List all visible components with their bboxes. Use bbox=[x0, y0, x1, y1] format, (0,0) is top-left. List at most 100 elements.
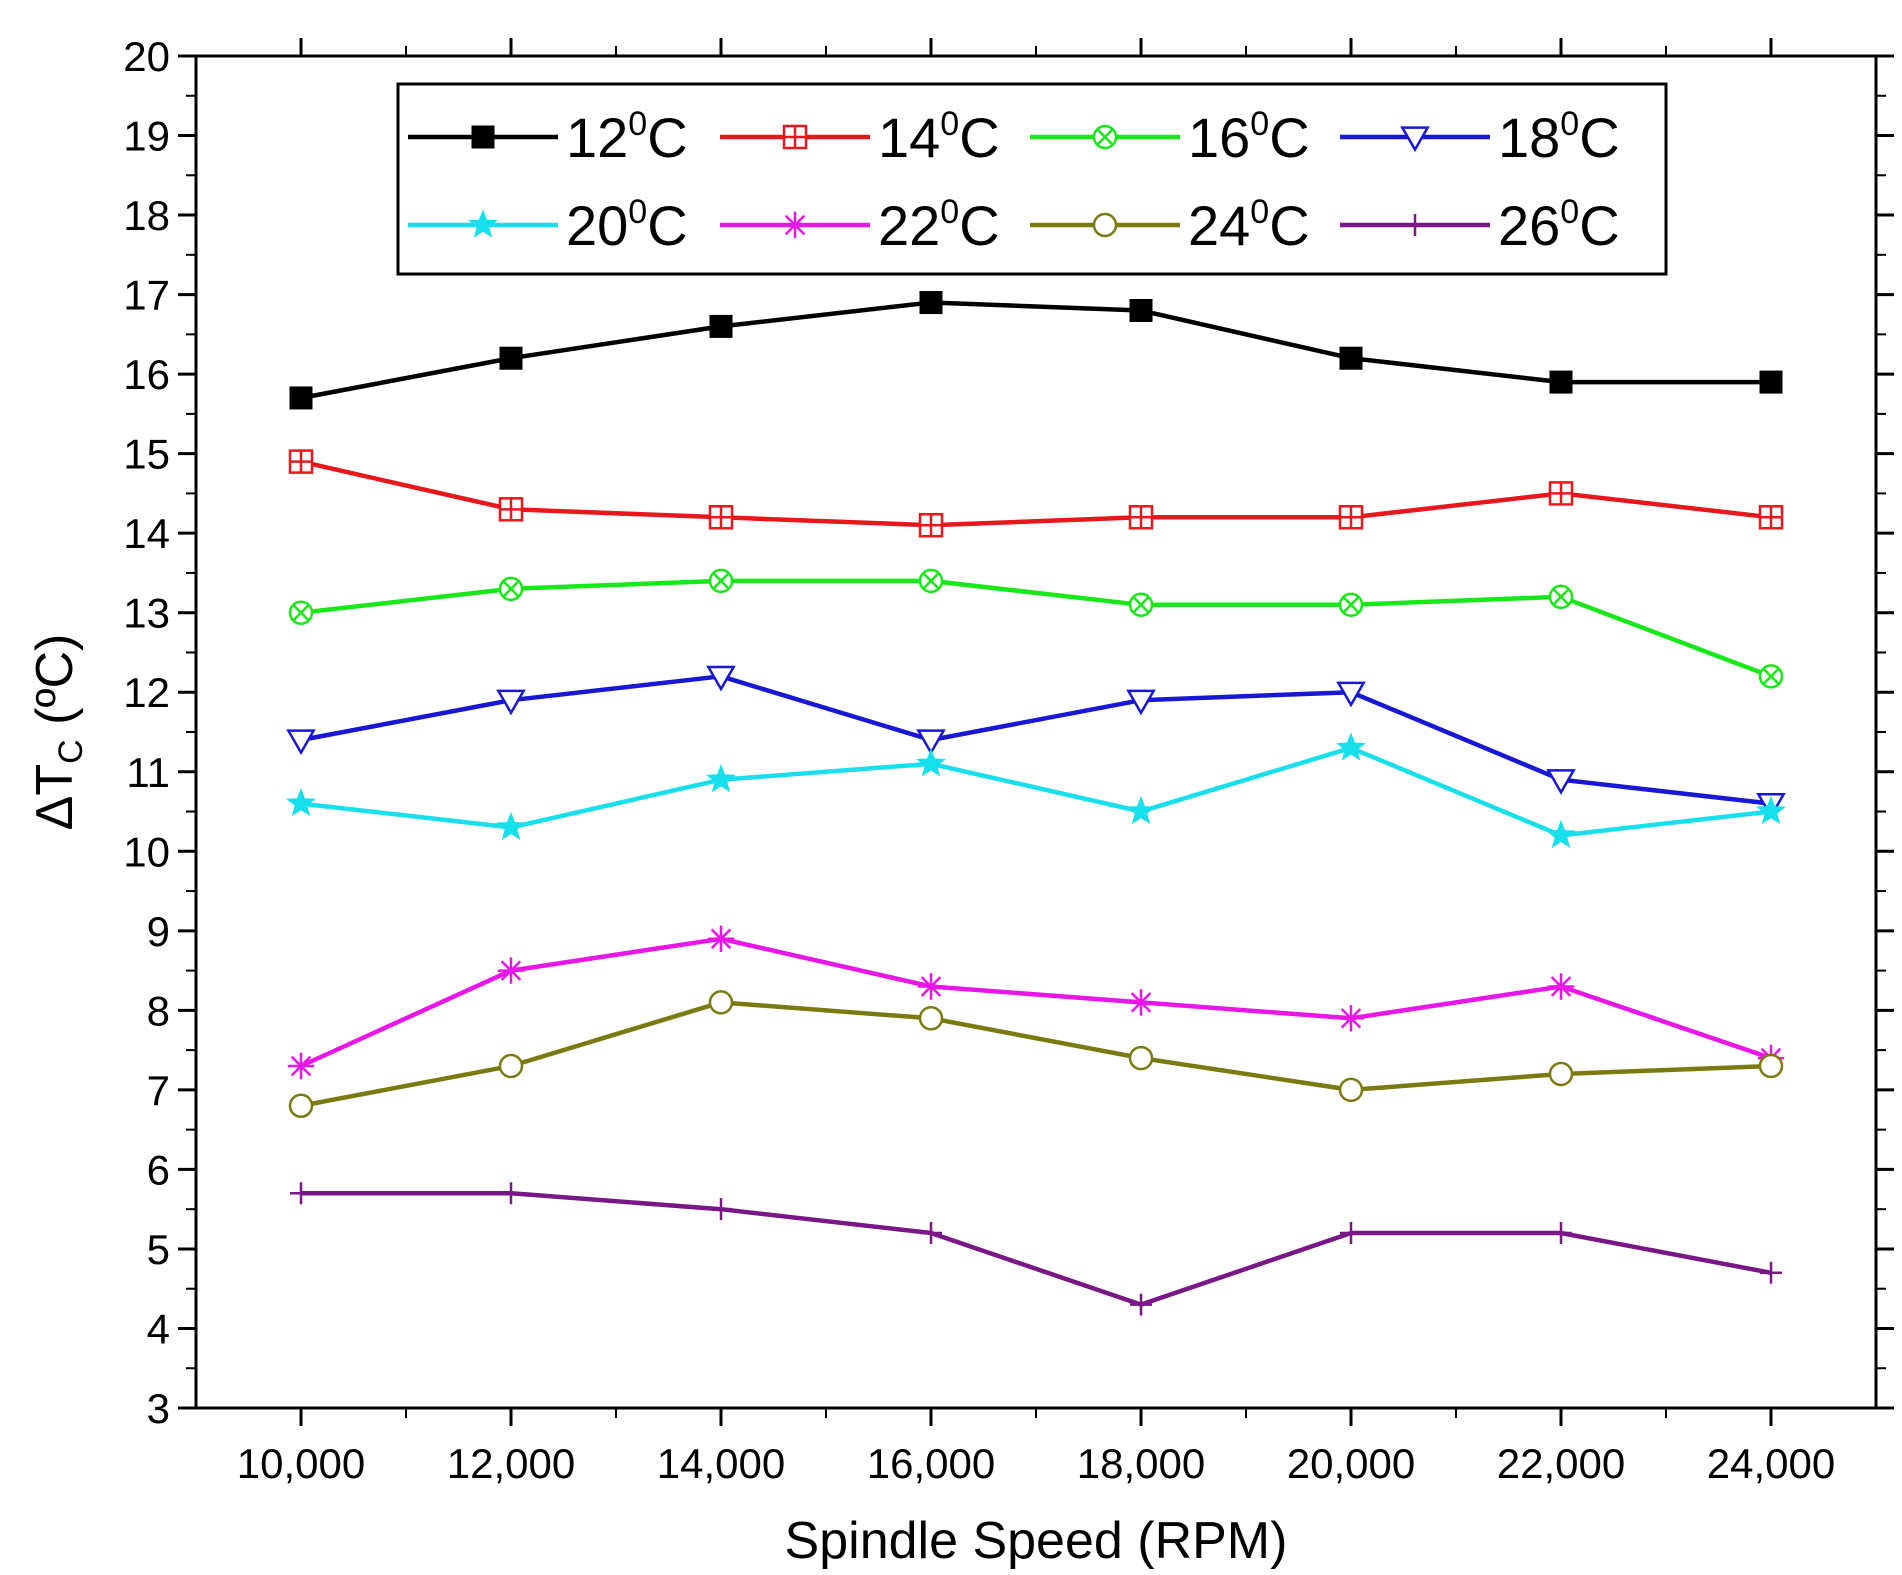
data-point bbox=[1128, 592, 1154, 618]
legend-label: 220C bbox=[878, 193, 1000, 257]
data-point bbox=[1336, 681, 1366, 708]
legend-label: 160C bbox=[1188, 105, 1310, 169]
data-point bbox=[288, 1093, 314, 1119]
y-tick-label: 17 bbox=[123, 272, 170, 319]
data-point bbox=[1127, 989, 1155, 1016]
data-point bbox=[1339, 346, 1363, 370]
series-line bbox=[300, 936, 1772, 1069]
marker-shape bbox=[500, 1182, 522, 1205]
marker-shape bbox=[468, 209, 498, 238]
legend-label-superscript: 0 bbox=[940, 105, 959, 143]
data-point bbox=[1546, 769, 1576, 795]
y-tick-label: 4 bbox=[147, 1305, 170, 1352]
data-point bbox=[468, 209, 498, 238]
series-26C bbox=[290, 1182, 1782, 1316]
marker-shape bbox=[706, 764, 736, 793]
marker-shape bbox=[918, 1006, 944, 1031]
data-point bbox=[288, 449, 314, 474]
y-tick-label: 10 bbox=[123, 828, 170, 875]
legend-label: 260C bbox=[1498, 193, 1620, 257]
data-point bbox=[918, 1006, 944, 1031]
marker-shape bbox=[1092, 212, 1118, 238]
legend-label-number: 22 bbox=[878, 194, 940, 257]
marker-shape bbox=[1336, 732, 1366, 761]
series-line bbox=[300, 1000, 1772, 1109]
series-line bbox=[300, 745, 1772, 838]
data-point bbox=[1338, 505, 1364, 530]
data-point bbox=[1092, 124, 1118, 150]
data-point bbox=[918, 568, 944, 594]
marker-cross bbox=[920, 514, 942, 537]
legend-label-unit: C bbox=[1269, 106, 1309, 169]
y-axis-title: ΔTC (ºC) bbox=[26, 634, 90, 831]
marker-cross bbox=[502, 580, 520, 598]
marker-shape bbox=[1547, 973, 1575, 1000]
data-point bbox=[496, 689, 526, 716]
legend-label-number: 12 bbox=[566, 106, 628, 169]
data-point bbox=[782, 124, 808, 150]
legend-label-number: 14 bbox=[878, 106, 940, 169]
y-tick-label: 6 bbox=[147, 1146, 170, 1193]
data-point bbox=[1338, 592, 1364, 618]
marker-shape bbox=[1550, 1222, 1572, 1245]
data-point bbox=[916, 748, 946, 777]
marker-shape bbox=[1338, 1077, 1364, 1103]
x-axis: 10,000 12,000 14,000 16,000 18,000 20,000 22,0… bbox=[237, 38, 1835, 1487]
data-point bbox=[498, 497, 524, 522]
legend-label-unit: C bbox=[959, 194, 999, 257]
marker-cross bbox=[1130, 506, 1152, 529]
marker-shape bbox=[1128, 1045, 1154, 1071]
y-tick-label: 12 bbox=[123, 669, 170, 716]
data-point bbox=[1130, 1293, 1152, 1316]
data-point bbox=[1128, 1045, 1154, 1071]
y-axis: 3 4 5 6 7 8 9 10 11 12 13 14 15 16 17 18 19 20 bbox=[123, 33, 1894, 1432]
marker-shape bbox=[920, 1222, 942, 1245]
legend-box bbox=[396, 82, 1668, 276]
x-tick-label: 14,000 bbox=[657, 1440, 785, 1487]
data-point bbox=[706, 764, 736, 793]
series-line bbox=[300, 300, 1771, 401]
data-point bbox=[708, 568, 734, 594]
marker-shape bbox=[496, 811, 526, 841]
data-point bbox=[917, 973, 945, 1000]
marker-cross bbox=[1132, 596, 1150, 614]
marker-cross bbox=[1760, 506, 1782, 529]
data-point bbox=[287, 1052, 315, 1080]
marker-shape bbox=[917, 973, 945, 1000]
x-tick-label: 24,000 bbox=[1707, 1440, 1835, 1487]
marker-shape bbox=[708, 990, 734, 1015]
y-axis-title-unit: (ºC) bbox=[26, 634, 84, 740]
marker-shape bbox=[286, 729, 316, 756]
marker-shape bbox=[290, 1182, 312, 1205]
marker-cross bbox=[710, 506, 732, 529]
data-point bbox=[1758, 505, 1784, 530]
data-point bbox=[497, 957, 525, 984]
marker-shape bbox=[781, 211, 809, 239]
marker-cross bbox=[1340, 506, 1362, 529]
y-tick-label: 20 bbox=[123, 33, 170, 80]
data-point bbox=[920, 1222, 942, 1245]
data-point bbox=[1548, 1061, 1574, 1087]
data-point bbox=[1550, 1222, 1572, 1245]
y-tick-label: 3 bbox=[147, 1385, 170, 1432]
marker-shape bbox=[1759, 370, 1783, 394]
y-tick-label: 15 bbox=[123, 431, 170, 478]
legend-label-superscript: 0 bbox=[940, 193, 959, 231]
data-point bbox=[707, 925, 735, 952]
data-point bbox=[1092, 212, 1118, 238]
legend-label-superscript: 0 bbox=[1560, 193, 1579, 231]
y-tick-label: 7 bbox=[147, 1067, 170, 1114]
marker-shape bbox=[499, 346, 523, 370]
legend-label-unit: C bbox=[1579, 194, 1619, 257]
data-point bbox=[290, 1182, 312, 1205]
marker-shape bbox=[706, 665, 736, 692]
data-point bbox=[1126, 795, 1156, 825]
legend-item-16C: 160C bbox=[1030, 105, 1310, 169]
legend-item-18C: 180C bbox=[1340, 105, 1620, 169]
data-point bbox=[289, 386, 313, 410]
legend-label-number: 16 bbox=[1188, 106, 1250, 169]
legend-item-22C: 220C bbox=[720, 193, 1000, 257]
marker-shape bbox=[1548, 1061, 1574, 1087]
